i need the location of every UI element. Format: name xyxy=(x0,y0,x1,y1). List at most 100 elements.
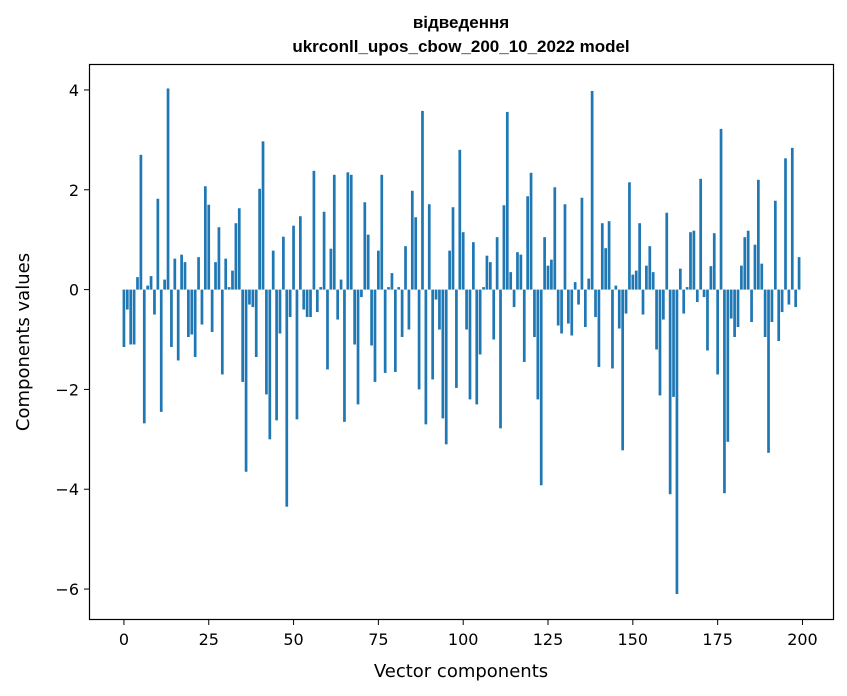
bar xyxy=(248,289,251,305)
bar xyxy=(207,204,211,290)
bar xyxy=(142,289,146,424)
y-axis-label: Components values xyxy=(13,253,34,431)
bar xyxy=(125,289,129,310)
bar xyxy=(193,289,197,357)
bar xyxy=(543,237,546,290)
bar xyxy=(550,259,553,290)
bar xyxy=(567,289,570,324)
bar xyxy=(546,265,550,290)
bar xyxy=(780,289,784,313)
bar xyxy=(621,289,625,451)
bar xyxy=(458,149,462,290)
bar xyxy=(285,289,289,507)
bar xyxy=(611,289,614,369)
bar xyxy=(614,285,618,290)
chart-subtitle: ukrconll_upos_cbow_200_10_2022 model xyxy=(292,37,629,56)
bar xyxy=(757,179,760,290)
bar xyxy=(220,289,224,375)
bar xyxy=(312,170,316,290)
bar xyxy=(400,289,404,337)
bar xyxy=(271,250,275,290)
bar xyxy=(214,262,217,290)
bar xyxy=(665,212,669,290)
bar-series xyxy=(122,88,801,595)
x-tick-label: 175 xyxy=(702,630,733,649)
bar xyxy=(495,237,499,290)
y-tick-label: −6 xyxy=(55,580,79,599)
bar xyxy=(719,128,723,290)
bar xyxy=(244,289,248,472)
bar xyxy=(695,289,699,303)
y-axis-ticks: −6 −4 −2 0 2 4 xyxy=(55,81,90,599)
bar xyxy=(790,147,794,290)
bar xyxy=(438,289,441,330)
x-tick-label: 200 xyxy=(787,630,818,649)
bar xyxy=(387,287,390,290)
bar xyxy=(784,158,787,290)
bar xyxy=(773,200,777,290)
bar xyxy=(241,289,245,382)
bar xyxy=(180,254,183,290)
bar xyxy=(265,289,268,395)
bar xyxy=(743,237,747,290)
bar xyxy=(675,289,679,595)
bar xyxy=(319,287,323,290)
bar xyxy=(343,289,346,422)
bar xyxy=(360,289,363,298)
bar xyxy=(512,289,516,308)
bar xyxy=(336,289,340,320)
bar xyxy=(472,242,475,290)
bar xyxy=(288,289,292,318)
y-tick-label: 2 xyxy=(69,181,79,200)
bar xyxy=(580,197,584,290)
bar xyxy=(346,172,350,290)
bar xyxy=(478,289,482,355)
x-axis-ticks: 0 25 50 75 100 125 150 175 200 xyxy=(119,619,818,649)
bar xyxy=(353,289,356,345)
bar xyxy=(709,266,713,290)
bar xyxy=(760,263,764,290)
bar xyxy=(482,287,485,290)
bar xyxy=(770,289,774,323)
bar xyxy=(231,270,234,290)
bar xyxy=(516,252,519,290)
bar xyxy=(373,289,377,382)
bar xyxy=(282,236,285,290)
bar xyxy=(682,289,686,314)
bar xyxy=(363,202,367,290)
bar xyxy=(455,289,458,388)
bar xyxy=(529,172,533,290)
bar xyxy=(254,289,258,357)
y-tick-label: 0 xyxy=(69,281,79,300)
bar xyxy=(678,268,682,290)
bar xyxy=(200,289,204,325)
bar xyxy=(383,289,387,373)
bar xyxy=(295,289,299,420)
bar xyxy=(590,90,594,290)
bar xyxy=(706,289,709,351)
bar xyxy=(146,285,150,290)
bar xyxy=(465,289,468,330)
bar xyxy=(278,289,282,334)
bar xyxy=(702,289,706,298)
bar xyxy=(594,289,597,318)
bar xyxy=(305,289,309,318)
x-tick-label: 100 xyxy=(448,630,479,649)
bar xyxy=(563,204,567,290)
bar xyxy=(726,289,730,442)
bar xyxy=(729,289,733,319)
bar xyxy=(604,248,608,290)
bar xyxy=(750,289,753,323)
x-tick-label: 50 xyxy=(283,630,303,649)
bar xyxy=(122,289,126,347)
x-tick-label: 75 xyxy=(368,630,388,649)
bar xyxy=(366,234,370,290)
bar xyxy=(522,289,526,362)
bar xyxy=(173,258,177,290)
bar xyxy=(322,211,326,290)
bar xyxy=(237,208,241,290)
bar xyxy=(570,289,574,336)
y-tick-label: −4 xyxy=(55,480,79,499)
bar xyxy=(485,255,489,290)
bar xyxy=(377,250,380,290)
